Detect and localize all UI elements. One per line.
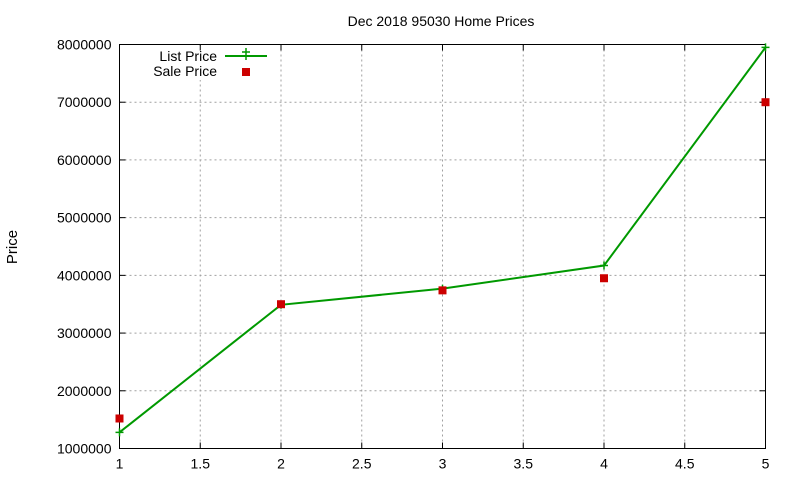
x-tick-label: 4 <box>600 456 608 472</box>
y-axis-label: Price <box>4 230 21 264</box>
y-tick-label: 2000000 <box>57 383 112 399</box>
legend-square-marker <box>242 68 250 76</box>
x-tick-label: 4.5 <box>675 456 695 472</box>
x-tick-label: 2 <box>277 456 285 472</box>
y-tick-label: 1000000 <box>57 441 112 457</box>
x-tick-label: 1 <box>116 456 124 472</box>
sale-price-point <box>761 98 770 107</box>
y-tick-label: 8000000 <box>57 37 112 53</box>
list-price-point <box>761 43 770 52</box>
x-tick-label: 3 <box>439 456 447 472</box>
x-tick-label: 2.5 <box>352 456 372 472</box>
x-tick-label: 1.5 <box>191 456 211 472</box>
y-tick-label: 6000000 <box>57 152 112 168</box>
y-tick-label: 5000000 <box>57 210 112 226</box>
y-tick-label: 7000000 <box>57 94 112 110</box>
list-price-point <box>600 261 608 270</box>
legend: List Price Sale Price <box>153 48 267 79</box>
sale-price-point <box>277 300 285 309</box>
y-tick-label: 4000000 <box>57 267 112 283</box>
legend-plus-marker <box>242 48 250 60</box>
sale-price-point <box>438 286 447 295</box>
x-tick-label: 3.5 <box>514 456 534 472</box>
legend-label-sale-price: Sale Price <box>153 63 217 79</box>
legend-label-list-price: List Price <box>159 48 217 64</box>
series <box>115 43 770 437</box>
sale-price-point <box>115 414 124 423</box>
chart-title: Dec 2018 95030 Home Prices <box>348 13 535 29</box>
sale-price-point <box>600 274 608 283</box>
x-tick-label: 5 <box>762 456 770 472</box>
list-price-point <box>115 428 124 437</box>
y-tick-label: 3000000 <box>57 325 112 341</box>
grid <box>119 44 766 449</box>
axis-ticks: 1 1.5 2 2.5 3 3.5 4 4.5 5 1000000 2000000 3000000 40… <box>57 37 770 472</box>
